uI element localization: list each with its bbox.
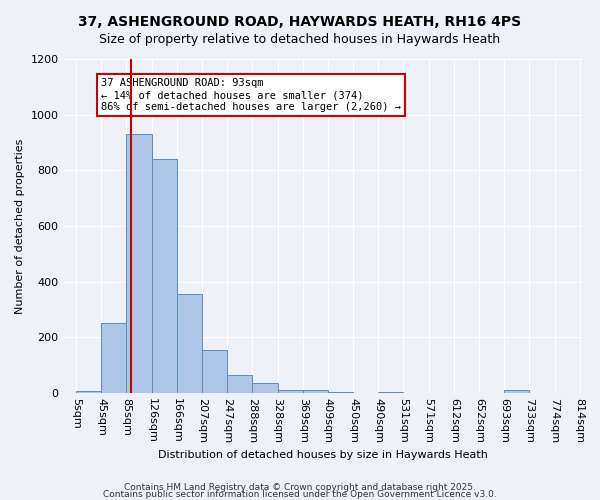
Text: 37 ASHENGROUND ROAD: 93sqm
← 14% of detached houses are smaller (374)
86% of sem: 37 ASHENGROUND ROAD: 93sqm ← 14% of deta… [101,78,401,112]
Bar [303,390,328,393]
Bar [127,134,152,393]
Bar [202,350,227,393]
Text: 37, ASHENGROUND ROAD, HAYWARDS HEATH, RH16 4PS: 37, ASHENGROUND ROAD, HAYWARDS HEATH, RH… [79,15,521,29]
Bar [152,159,177,393]
Bar [76,391,101,393]
Text: Contains public sector information licensed under the Open Government Licence v3: Contains public sector information licen… [103,490,497,499]
Bar [177,294,202,393]
Bar [278,390,303,393]
Bar [253,384,278,393]
Text: Size of property relative to detached houses in Haywards Heath: Size of property relative to detached ho… [100,32,500,46]
Bar [504,390,529,393]
Y-axis label: Number of detached properties: Number of detached properties [15,138,25,314]
Bar [328,392,353,393]
Text: Contains HM Land Registry data © Crown copyright and database right 2025.: Contains HM Land Registry data © Crown c… [124,484,476,492]
Bar [227,375,253,393]
X-axis label: Distribution of detached houses by size in Haywards Heath: Distribution of detached houses by size … [158,450,488,460]
Bar [378,392,403,393]
Bar [101,324,127,393]
